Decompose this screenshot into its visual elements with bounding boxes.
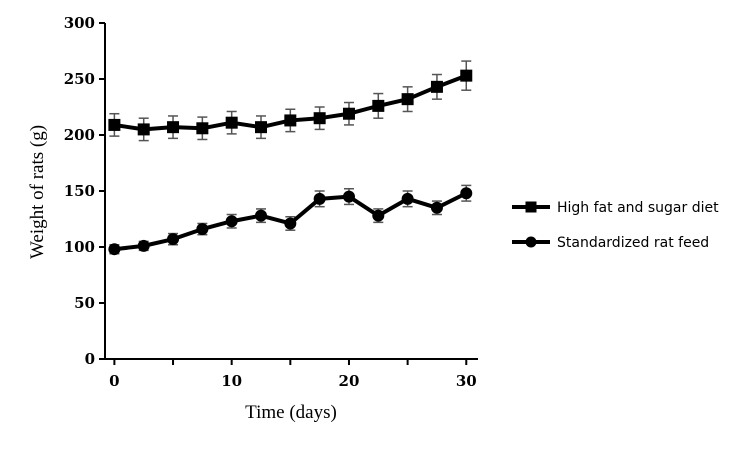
data-point-square (342, 107, 355, 120)
x-tick-label: 20 (339, 372, 360, 390)
data-point-circle (342, 190, 355, 203)
data-point-circle (401, 192, 414, 205)
legend-circle-marker (525, 236, 537, 248)
data-point-square (430, 80, 443, 93)
data-point-circle (196, 223, 209, 236)
data-point-square (167, 121, 180, 134)
y-tick-label: 250 (64, 70, 95, 88)
legend: High fat and sugar diet Standardized rat… (512, 200, 719, 251)
y-ticks: 0 50 100 150 200 250 300 (64, 14, 105, 368)
y-tick-label: 100 (64, 238, 95, 256)
x-ticks: 0 10 20 30 (109, 359, 477, 390)
data-point-circle (430, 201, 443, 214)
data-point-square (313, 112, 326, 125)
y-tick-label: 50 (74, 294, 95, 312)
data-point-circle (225, 215, 238, 228)
legend-item-high-fat: High fat and sugar diet (512, 200, 719, 216)
data-point-square (460, 69, 473, 82)
data-point-circle (108, 243, 121, 256)
data-point-circle (255, 209, 268, 222)
legend-square-marker (525, 201, 537, 213)
data-point-circle (167, 233, 180, 246)
y-tick-label: 0 (85, 350, 95, 368)
data-point-circle (460, 187, 473, 200)
x-tick-label: 30 (456, 372, 477, 390)
data-point-square (284, 114, 297, 127)
data-point-square (255, 121, 268, 134)
data-point-circle (372, 209, 385, 222)
x-tick-label: 0 (109, 372, 119, 390)
data-point-circle (313, 192, 326, 205)
data-point-square (137, 123, 150, 136)
y-tick-label: 300 (64, 14, 95, 32)
data-markers (108, 69, 473, 256)
legend-item-standardized: Standardized rat feed (512, 235, 709, 251)
y-tick-label: 200 (64, 126, 95, 144)
legend-label-high-fat: High fat and sugar diet (557, 200, 719, 216)
x-axis-title: Time (days) (245, 402, 337, 423)
axes (104, 23, 478, 360)
data-point-square (108, 118, 121, 131)
data-point-circle (284, 217, 297, 230)
data-point-square (401, 93, 414, 106)
y-tick-label: 150 (64, 182, 95, 200)
legend-label-standardized: Standardized rat feed (557, 235, 709, 251)
data-point-circle (137, 239, 150, 252)
x-tick-label: 10 (221, 372, 242, 390)
data-point-square (372, 99, 385, 112)
data-point-square (196, 122, 209, 135)
y-axis-title: Weight of rats (g) (27, 125, 48, 259)
data-point-square (225, 116, 238, 129)
